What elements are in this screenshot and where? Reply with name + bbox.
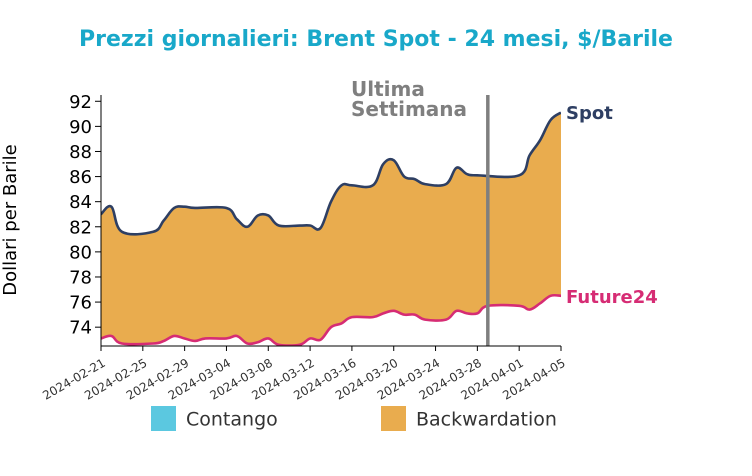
- last-week-label-line2: Settimana: [351, 97, 467, 121]
- y-tick-label: 76: [69, 293, 92, 314]
- y-tick-label: 84: [69, 192, 92, 213]
- series-line-spot: [101, 111, 561, 236]
- y-tick-label: 86: [69, 167, 92, 188]
- series-label-future24: Future24: [566, 287, 658, 308]
- y-tick-label: 88: [69, 142, 92, 163]
- last-week-label-line1: Ultima: [351, 77, 425, 101]
- legend-label-backwardation: Backwardation: [416, 409, 557, 431]
- plot-area: UltimaSettimana747678808284868890922024-…: [40, 77, 657, 403]
- legend-label-contango: Contango: [186, 409, 278, 431]
- y-tick-label: 92: [69, 92, 92, 113]
- backwardation-area: [101, 112, 561, 346]
- y-tick-label: 74: [69, 318, 92, 339]
- y-tick-label: 78: [69, 267, 92, 288]
- chart-title: Prezzi giornalieri: Brent Spot - 24 mesi…: [79, 27, 673, 52]
- series-line-future24: [101, 293, 561, 346]
- legend-swatch-backwardation: [381, 406, 406, 431]
- y-tick-label: 82: [69, 217, 92, 238]
- y-tick-label: 90: [69, 117, 92, 138]
- legend: Contango Backwardation: [151, 406, 557, 431]
- series-group: [101, 111, 561, 346]
- y-axis-label: Dollari per Barile: [0, 144, 21, 296]
- legend-swatch-contango: [151, 406, 176, 431]
- y-tick-label: 80: [69, 242, 92, 263]
- series-label-spot: Spot: [566, 103, 613, 124]
